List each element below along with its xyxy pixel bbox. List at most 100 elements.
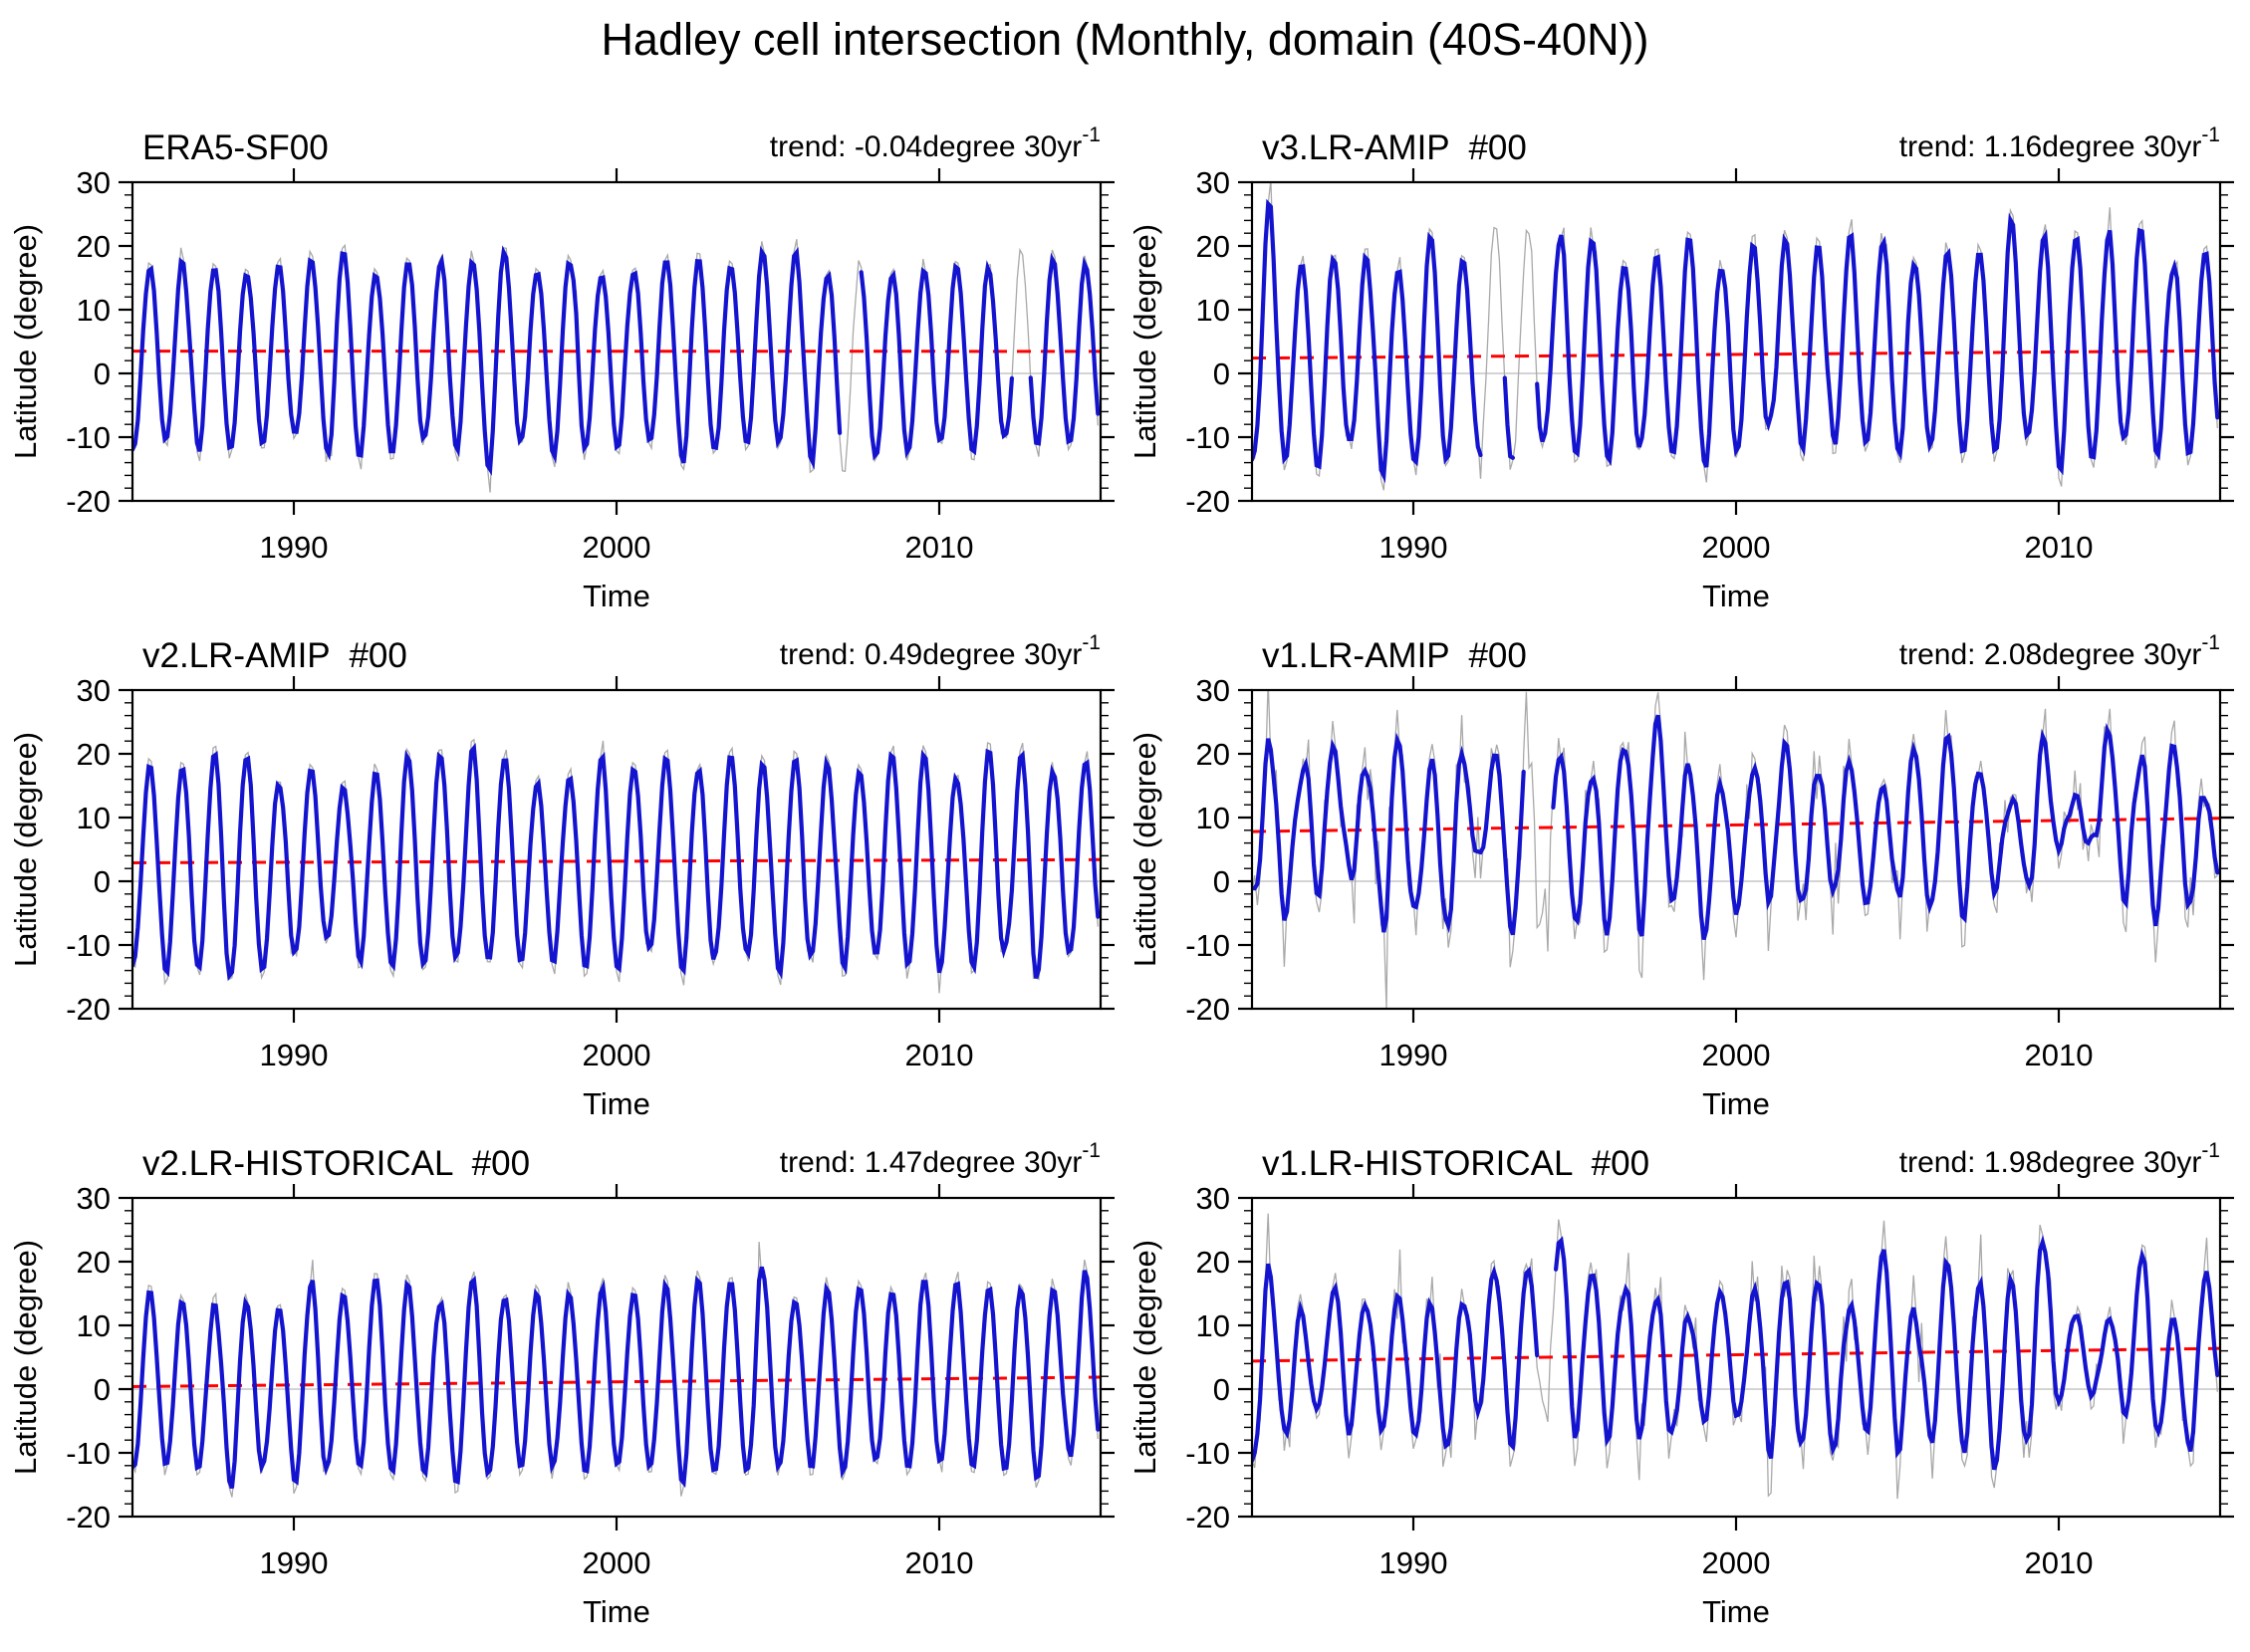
panel-v1-lr-historical-00: v1.LR-HISTORICAL #00 trend: 1.98degree 30…: [1127, 1139, 2234, 1629]
x-axis-label: Time: [1702, 1594, 1770, 1629]
trend-label: trend: 2.08degree 30yr-1: [1899, 631, 2220, 671]
smoothed-line-segment: [1252, 1263, 1540, 1463]
y-tick-label: 0: [94, 1372, 111, 1407]
tick-marks: [119, 168, 1115, 515]
x-axis-label: Time: [1702, 579, 1770, 613]
smoothed-line-segment: [859, 260, 1015, 461]
plot-frame: [130, 1196, 1103, 1519]
figure-title: Hadley cell intersection (Monthly, domai…: [601, 14, 1649, 65]
y-tick-label: 30: [1196, 165, 1230, 200]
y-tick-label: 0: [1213, 864, 1230, 899]
x-tick-label: 2000: [1702, 530, 1771, 565]
y-tick-label: 20: [1196, 737, 1230, 772]
y-tick-label: 20: [77, 1245, 111, 1280]
tick-marks: [1238, 168, 2234, 515]
y-tick-label: 30: [1196, 673, 1230, 708]
panel-v3-lr-amip-00: v3.LR-AMIP #00 trend: 1.16degree 30yr-1 30…: [1127, 123, 2234, 613]
panel-title: v2.LR-HISTORICAL #00: [142, 1144, 530, 1183]
panel-title: v1.LR-AMIP #00: [1262, 636, 1527, 675]
y-tick-label: 30: [77, 1181, 111, 1216]
tick-marks: [119, 1184, 1115, 1531]
y-tick-label: -10: [66, 420, 111, 455]
panel-v2-lr-amip-00: v2.LR-AMIP #00 trend: 0.49degree 30yr-1 30…: [8, 631, 1115, 1121]
y-axis-label: Latitude (degree): [8, 1240, 43, 1475]
smoothed-line-segment: [132, 742, 1101, 982]
x-tick-label: 2000: [1702, 1545, 1771, 1580]
y-tick-label: 0: [1213, 1372, 1230, 1407]
y-tick-label: 20: [77, 229, 111, 264]
x-tick-label: 1990: [260, 1038, 329, 1072]
smoothed-line-segment: [1252, 732, 1526, 936]
x-axis-label: Time: [1702, 1086, 1770, 1121]
y-axis-label: Latitude (degree): [1127, 732, 1162, 967]
smoothed-line-segment: [1252, 198, 1483, 484]
panel-title: v2.LR-AMIP #00: [142, 636, 407, 675]
y-tick-label: 20: [77, 737, 111, 772]
x-tick-label: 1990: [1379, 530, 1448, 565]
trend-dashed-line: [1252, 349, 2220, 360]
tick-marks: [1238, 1184, 2234, 1531]
tick-marks: [119, 676, 1115, 1023]
y-axis-label: Latitude (degree): [1127, 1240, 1162, 1475]
smoothed-line-segment: [132, 245, 843, 476]
y-tick-label: -10: [1185, 420, 1230, 455]
trend-dashed-line: [1252, 1346, 2220, 1363]
panel-title: v3.LR-AMIP #00: [1262, 128, 1527, 167]
y-tick-label: 20: [1196, 1245, 1230, 1280]
y-tick-label: 10: [77, 801, 111, 835]
smoothed-line-segment: [1028, 252, 1101, 446]
trend-label: trend: -0.04degree 30yr-1: [770, 123, 1101, 163]
plot-frame: [130, 180, 1103, 503]
trend-dashed-line: [132, 1375, 1101, 1388]
y-tick-label: 10: [77, 1308, 111, 1343]
trend-dashed-line: [1252, 817, 2220, 833]
x-tick-label: 1990: [260, 530, 329, 565]
y-tick-label: 30: [77, 673, 111, 708]
y-tick-label: 0: [94, 356, 111, 391]
y-tick-label: 20: [1196, 229, 1230, 264]
panel-era5-sf00: ERA5-SF00 trend: -0.04degree 30yr-1302010…: [8, 123, 1115, 613]
x-tick-label: 2010: [905, 1038, 974, 1072]
y-tick-label: -10: [1185, 928, 1230, 963]
y-tick-label: -10: [1185, 1436, 1230, 1471]
y-tick-label: -20: [1185, 992, 1230, 1027]
y-tick-label: -20: [1185, 484, 1230, 519]
y-tick-label: 0: [1213, 356, 1230, 391]
smoothed-line-segment: [1535, 212, 2220, 476]
y-tick-label: 10: [1196, 1308, 1230, 1343]
y-axis-label: Latitude (degree): [8, 224, 43, 459]
y-tick-label: -20: [66, 484, 111, 519]
x-tick-label: 2010: [905, 1545, 974, 1580]
trend-label: trend: 1.47degree 30yr-1: [780, 1139, 1101, 1179]
raw-monthly-line: [1252, 1213, 2218, 1500]
smoothed-line-segment: [1551, 714, 2220, 941]
x-axis-label: Time: [583, 1086, 650, 1121]
x-tick-label: 2010: [905, 530, 974, 565]
y-tick-label: 0: [94, 864, 111, 899]
trend-dashed-line: [132, 857, 1101, 864]
x-tick-label: 2000: [583, 530, 651, 565]
smoothed-line-segment: [1502, 375, 1515, 460]
panel-title: v1.LR-HISTORICAL #00: [1262, 1144, 1649, 1183]
x-axis-label: Time: [583, 579, 650, 613]
x-tick-label: 1990: [260, 1545, 329, 1580]
plot-frame: [1250, 1196, 2222, 1519]
y-axis-label: Latitude (degree): [8, 732, 43, 967]
panel-v1-lr-amip-00: v1.LR-AMIP #00 trend: 2.08degree 30yr-1 30…: [1127, 631, 2234, 1121]
y-tick-label: 10: [1196, 801, 1230, 835]
x-axis-label: Time: [583, 1594, 650, 1629]
x-tick-label: 2010: [2025, 530, 2094, 565]
y-tick-label: -20: [1185, 1500, 1230, 1534]
x-tick-label: 1990: [1379, 1038, 1448, 1072]
y-axis-label: Latitude (degree): [1127, 224, 1162, 459]
smoothed-line-segment: [132, 1266, 1101, 1490]
x-tick-label: 2000: [1702, 1038, 1771, 1072]
y-tick-label: -10: [66, 1436, 111, 1471]
raw-monthly-line: [1252, 690, 2218, 1009]
y-tick-label: 30: [77, 165, 111, 200]
panel-v2-lr-historical-00: v2.LR-HISTORICAL #00 trend: 1.47degree 30…: [8, 1139, 1115, 1629]
y-tick-label: 10: [1196, 293, 1230, 328]
tick-marks: [1238, 676, 2234, 1023]
y-tick-label: -20: [66, 992, 111, 1027]
